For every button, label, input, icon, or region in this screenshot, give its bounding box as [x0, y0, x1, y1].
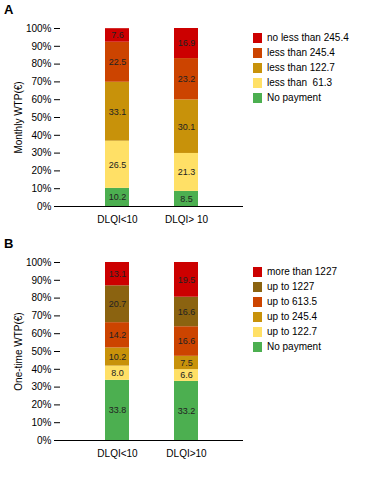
svg-text:14.2: 14.2 — [109, 330, 127, 340]
svg-text:20%: 20% — [31, 399, 51, 410]
svg-text:50%: 50% — [31, 346, 51, 357]
svg-text:10.2: 10.2 — [109, 352, 127, 362]
html-text:up to 245.4: up to 245.4 — [267, 311, 317, 322]
svg-text:Monthly WTP(€): Monthly WTP(€) — [13, 81, 24, 153]
svg-text:90%: 90% — [31, 41, 51, 52]
svg-text:40%: 40% — [31, 130, 51, 141]
svg-text:DLQI<10: DLQI<10 — [97, 448, 138, 459]
svg-text:0%: 0% — [37, 201, 52, 212]
svg-text:0%: 0% — [37, 435, 52, 446]
svg-text:60%: 60% — [31, 94, 51, 105]
svg-text:26.5: 26.5 — [109, 160, 127, 170]
svg-text:30%: 30% — [31, 147, 51, 158]
html-text:A: A — [4, 2, 14, 17]
svg-text:100%: 100% — [26, 257, 52, 268]
svg-text:13.1: 13.1 — [109, 269, 127, 279]
svg-text:16.6: 16.6 — [178, 307, 196, 317]
svg-text:30%: 30% — [31, 381, 51, 392]
svg-text:60%: 60% — [31, 328, 51, 339]
svg-text:19.5: 19.5 — [178, 275, 196, 285]
html-text:less than 61.3: less than 61.3 — [267, 77, 332, 88]
svg-text:33.8: 33.8 — [109, 405, 127, 415]
svg-text:40%: 40% — [31, 364, 51, 375]
html-text:no less than 245.4: no less than 245.4 — [267, 32, 349, 43]
svg-text:8.5: 8.5 — [180, 194, 193, 204]
svg-text:6.6: 6.6 — [180, 370, 193, 380]
html-text:No payment: No payment — [267, 92, 321, 103]
html-text:B: B — [4, 236, 14, 251]
svg-text:16.9: 16.9 — [178, 38, 196, 48]
svg-text:One-time WTP(€): One-time WTP(€) — [13, 312, 24, 390]
svg-text:10%: 10% — [31, 183, 51, 194]
svg-text:7.5: 7.5 — [180, 358, 193, 368]
svg-text:70%: 70% — [31, 76, 51, 87]
svg-text:33.1: 33.1 — [109, 107, 127, 117]
svg-text:7.6: 7.6 — [111, 30, 124, 40]
svg-text:22.5: 22.5 — [109, 57, 127, 67]
svg-text:90%: 90% — [31, 275, 51, 286]
svg-text:70%: 70% — [31, 310, 51, 321]
svg-text:33.2: 33.2 — [178, 406, 196, 416]
html-text:up to 1227: up to 1227 — [267, 281, 315, 292]
html-text:less than 122.7: less than 122.7 — [267, 62, 335, 73]
svg-text:DLQI<10: DLQI<10 — [97, 214, 138, 225]
svg-text:16.6: 16.6 — [178, 336, 196, 346]
html-text:up to 122.7: up to 122.7 — [267, 326, 317, 337]
svg-text:DLQI>10: DLQI>10 — [166, 448, 207, 459]
svg-text:10.2: 10.2 — [109, 192, 127, 202]
html-text:less than 245.4: less than 245.4 — [267, 47, 335, 58]
svg-text:30.1: 30.1 — [178, 122, 196, 132]
html-text:No payment: No payment — [267, 341, 321, 352]
html-text:up to 613.5: up to 613.5 — [267, 296, 317, 307]
svg-text:20.7: 20.7 — [109, 299, 127, 309]
svg-text:DLQI> 10: DLQI> 10 — [165, 214, 209, 225]
svg-text:80%: 80% — [31, 58, 51, 69]
svg-text:100%: 100% — [26, 23, 52, 34]
html-text:more than 1227: more than 1227 — [267, 266, 338, 277]
svg-text:23.2: 23.2 — [178, 74, 196, 84]
svg-text:8.0: 8.0 — [111, 368, 124, 378]
svg-text:50%: 50% — [31, 112, 51, 123]
svg-text:20%: 20% — [31, 165, 51, 176]
svg-text:10%: 10% — [31, 417, 51, 428]
svg-text:80%: 80% — [31, 292, 51, 303]
svg-text:21.3: 21.3 — [178, 167, 196, 177]
